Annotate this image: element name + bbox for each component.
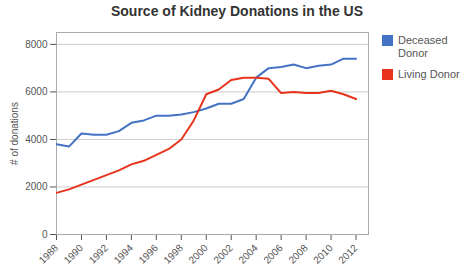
svg-text:# of donations: # of donations [9,102,20,165]
svg-text:2008: 2008 [286,242,310,266]
svg-text:1994: 1994 [112,242,136,266]
svg-text:2012: 2012 [336,242,360,266]
svg-text:1988: 1988 [37,242,61,266]
svg-text:1992: 1992 [87,242,111,266]
svg-text:1998: 1998 [161,242,185,266]
svg-text:2004: 2004 [236,242,260,266]
svg-text:6000: 6000 [25,86,48,97]
html-text:Living Donor: Living Donor [398,68,460,80]
html-text:Deceased Donor: Deceased Donor [398,34,448,59]
svg-text:2006: 2006 [261,242,285,266]
svg-text:2010: 2010 [311,242,335,266]
svg-text:4000: 4000 [25,134,48,145]
svg-text:0: 0 [42,229,48,240]
svg-text:1990: 1990 [62,242,86,266]
svg-text:2000: 2000 [186,242,210,266]
svg-text:2002: 2002 [211,242,235,266]
svg-text:8000: 8000 [25,39,48,50]
html-text:Source of Kidney Donations in: Source of Kidney Donations in the US [111,3,363,19]
svg-text:2000: 2000 [25,181,48,192]
svg-text:1996: 1996 [137,242,161,266]
